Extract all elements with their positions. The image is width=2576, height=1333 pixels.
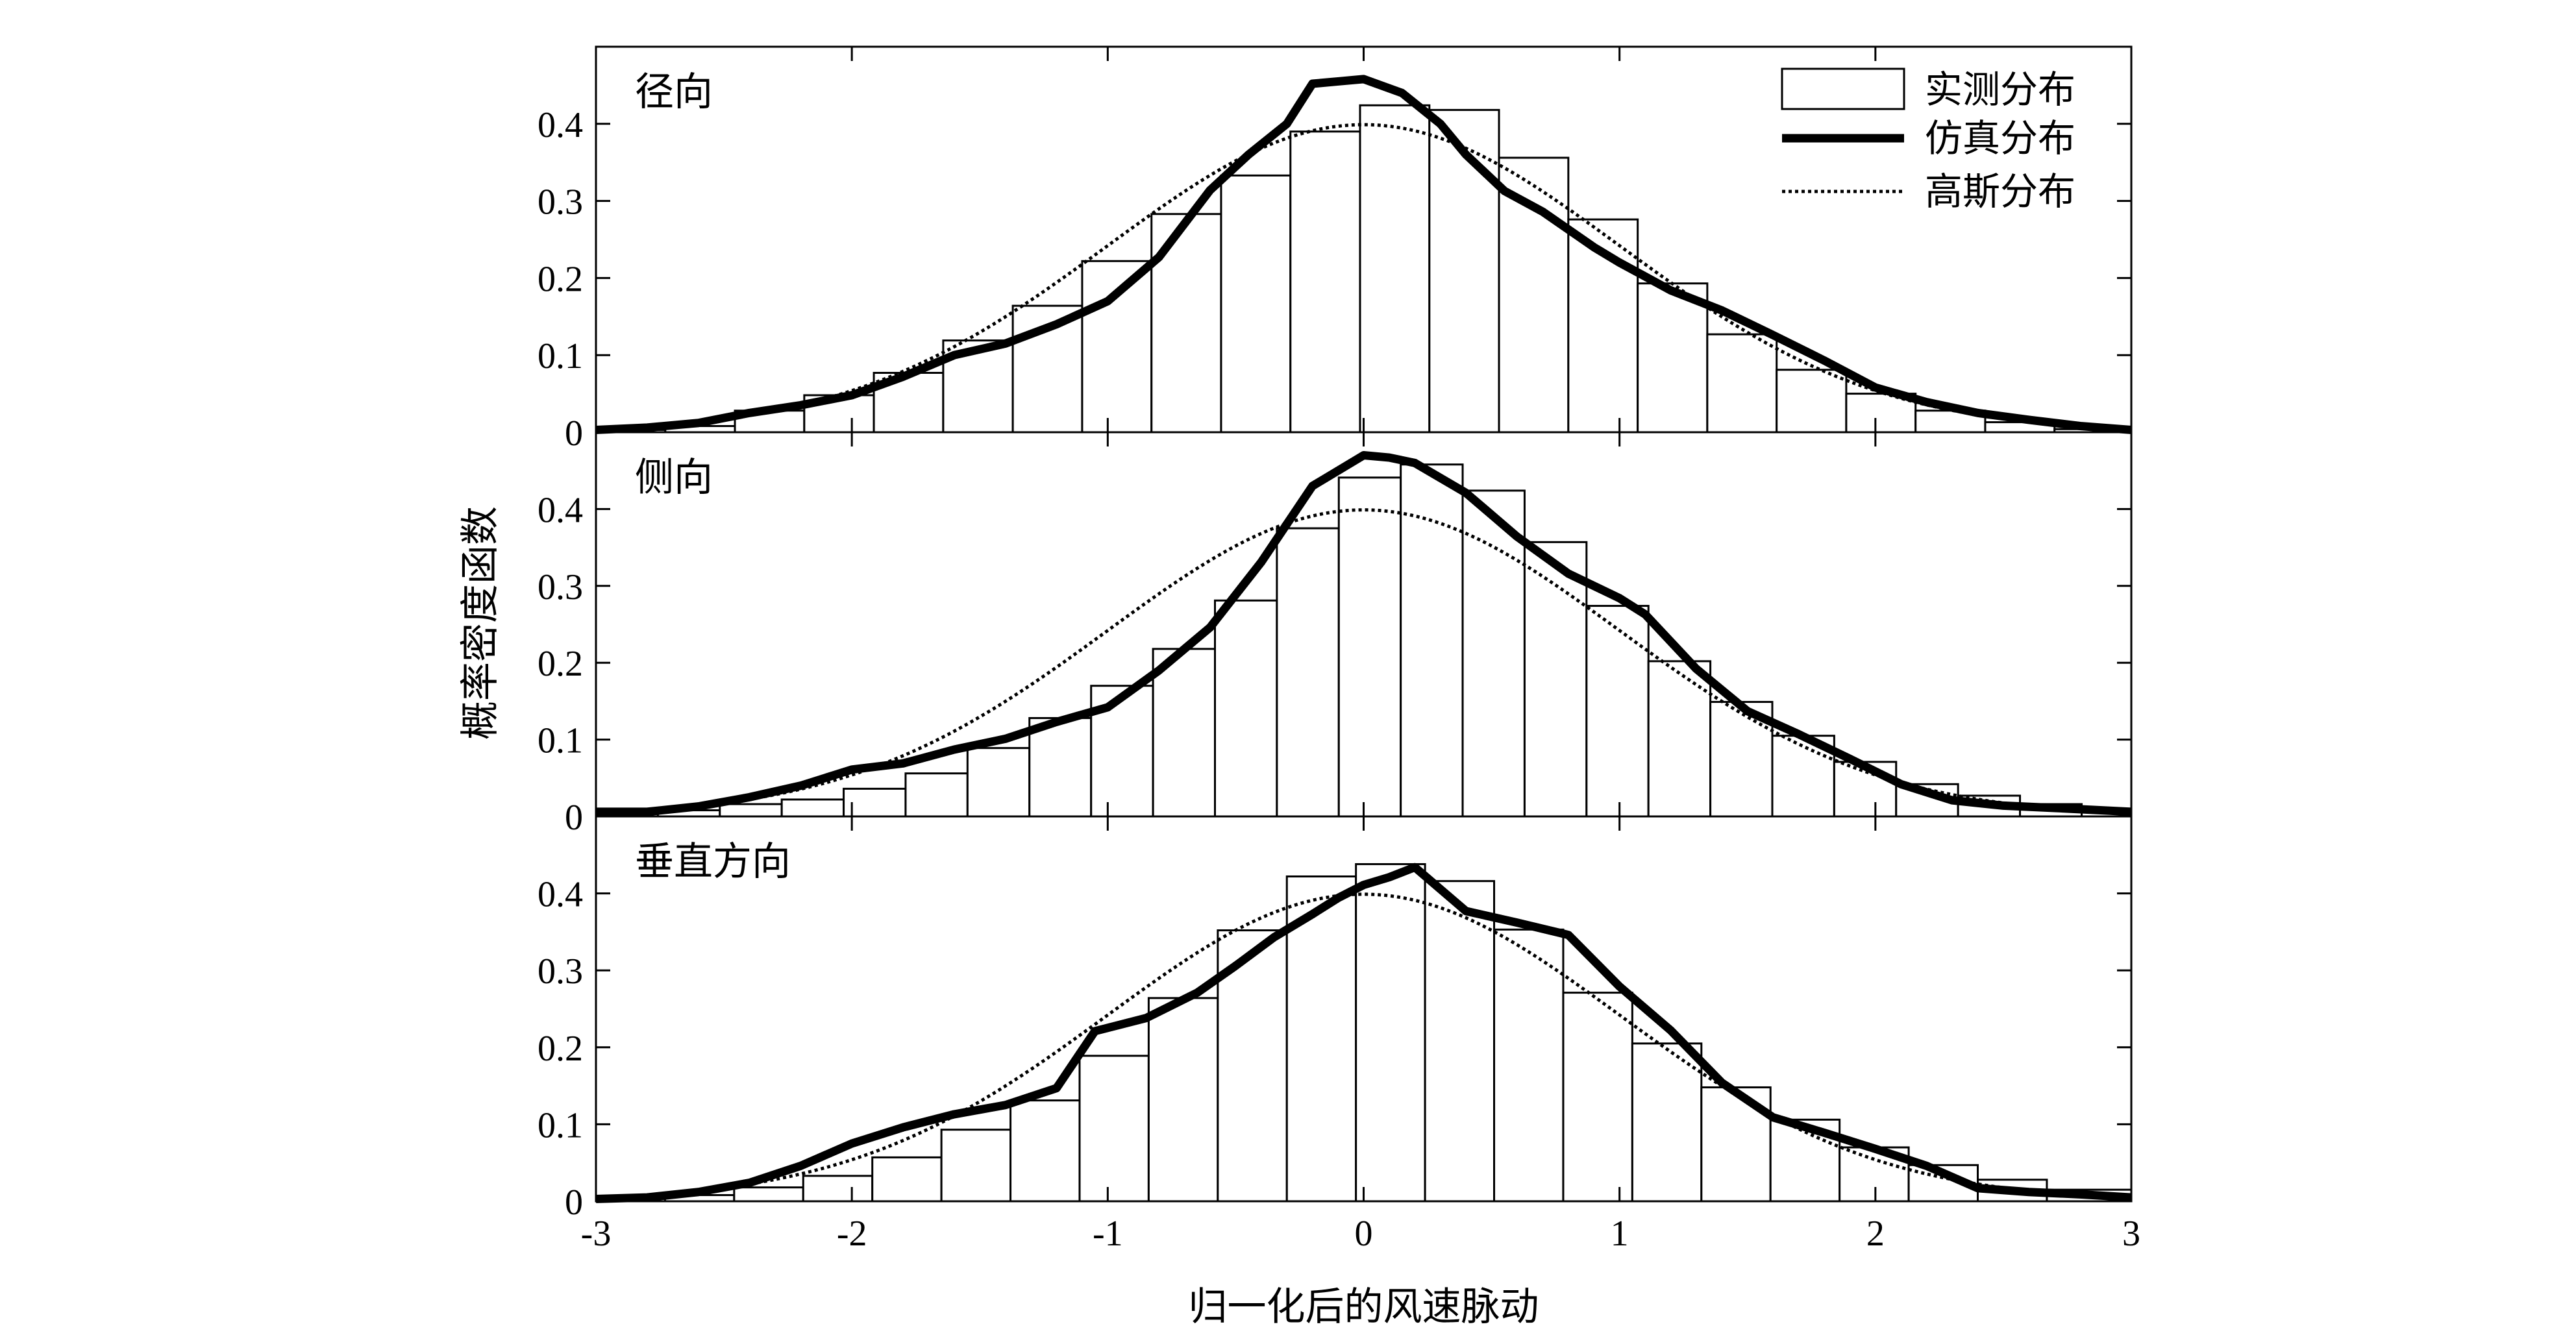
simulated-curve xyxy=(595,862,2132,1203)
measured-bar xyxy=(1498,156,1570,434)
measured-bars xyxy=(595,463,2133,818)
measured-bar xyxy=(1276,527,1340,818)
legend-entry: 仿真分布 xyxy=(1782,117,2075,160)
measured-bar xyxy=(966,747,1031,818)
axis-titles: 归一化后的风速脉动 概率密度函数 xyxy=(459,506,1539,1328)
measured-bar xyxy=(1585,605,1650,818)
measured-bar xyxy=(1147,997,1219,1203)
y-ticks: 0 0.1 0.2 0.3 0.4 xyxy=(538,875,2131,1223)
x-tick-label: -3 xyxy=(581,1214,612,1254)
legend-swatch-bar xyxy=(1781,67,1905,110)
y-tick-label: 0.4 xyxy=(538,105,583,145)
y-tick-label: 0 xyxy=(565,413,583,454)
measured-bar xyxy=(904,772,969,818)
simulated-curve xyxy=(595,75,2132,434)
x-tick-label: -2 xyxy=(837,1214,867,1254)
y-tick-label: 0.2 xyxy=(538,259,583,299)
x-ticks xyxy=(595,432,2133,816)
x-axis-title: 归一化后的风速脉动 xyxy=(1189,1286,1539,1328)
y-tick-label: 0.2 xyxy=(538,1029,583,1069)
measured-bar xyxy=(1359,104,1431,434)
measured-bar xyxy=(1706,333,1778,434)
panel-1: 0 0.1 0.2 0.3 0.4 径向 xyxy=(538,45,2133,454)
panel-3: 0 0.1 0.2 0.3 0.4 -3 -2 -1 0 1 2 3 垂直方向 xyxy=(538,815,2140,1254)
measured-bars xyxy=(595,104,2133,434)
measured-bar xyxy=(1337,476,1402,818)
y-tick-label: 0 xyxy=(565,798,583,838)
panel-title: 垂直方向 xyxy=(635,840,791,883)
x-ticks xyxy=(595,47,2133,432)
measured-bars xyxy=(595,863,2133,1203)
measured-bar xyxy=(1424,880,1496,1203)
y-axis-title: 概率密度函数 xyxy=(459,506,502,740)
y-tick-label: 0.3 xyxy=(538,951,583,992)
y-tick-label: 0.4 xyxy=(538,875,583,915)
x-tick-label: 3 xyxy=(2122,1214,2140,1254)
y-tick-label: 0.1 xyxy=(538,336,583,376)
x-tick-label: 2 xyxy=(1866,1214,1885,1254)
y-tick-label: 0 xyxy=(565,1182,583,1223)
measured-bar xyxy=(1289,130,1361,434)
measured-bar xyxy=(1285,875,1357,1203)
measured-bar xyxy=(719,803,783,818)
measured-bar xyxy=(1637,282,1709,434)
panel-title: 径向 xyxy=(635,71,713,114)
y-tick-label: 0.1 xyxy=(538,1105,583,1145)
measured-bar xyxy=(733,1186,804,1203)
legend-entry: 高斯分布 xyxy=(1782,171,2075,213)
y-ticks: 0 0.1 0.2 0.3 0.4 xyxy=(538,490,2131,838)
y-tick-label: 0.3 xyxy=(538,182,583,223)
legend-label: 实测分布 xyxy=(1925,69,2075,111)
measured-bar xyxy=(802,1175,874,1203)
measured-bar xyxy=(1631,1042,1703,1203)
simulated-curve xyxy=(596,451,2132,816)
measured-bar xyxy=(1220,174,1292,434)
y-ticks: 0 0.1 0.2 0.3 0.4 xyxy=(538,105,2131,454)
measured-bar xyxy=(1647,660,1712,818)
x-ticks: -3 -2 -1 0 1 2 3 xyxy=(581,816,2140,1254)
panel-title: 侧向 xyxy=(635,456,713,499)
y-tick-label: 0.1 xyxy=(538,721,583,761)
measured-bar xyxy=(871,1156,943,1203)
y-tick-label: 0.2 xyxy=(538,644,583,684)
measured-bar xyxy=(1562,992,1633,1203)
measured-bar xyxy=(940,1129,1012,1203)
measured-bar xyxy=(1028,716,1093,818)
measured-bar xyxy=(1152,648,1216,818)
legend-entry: 实测分布 xyxy=(1781,67,2075,111)
measured-bar xyxy=(1493,928,1565,1203)
measured-bar xyxy=(1355,863,1426,1203)
legend-label: 高斯分布 xyxy=(1925,171,2075,213)
measured-bar xyxy=(1428,108,1500,434)
panels-layer: 0 0.1 0.2 0.3 0.4 径向 0 0.1 0.2 0.3 0.4 侧向 0 0.1 0.2 0.3… xyxy=(538,45,2140,1254)
measured-bar xyxy=(1776,369,1848,434)
measured-bar xyxy=(1078,1055,1150,1203)
measured-bar xyxy=(1523,541,1588,818)
measured-bar xyxy=(1009,1099,1081,1203)
y-tick-label: 0.3 xyxy=(538,567,583,607)
legend-label: 仿真分布 xyxy=(1925,117,2075,160)
x-tick-label: 1 xyxy=(1611,1214,1629,1254)
y-tick-label: 0.4 xyxy=(538,490,583,530)
measured-bar xyxy=(843,787,907,818)
x-tick-label: 0 xyxy=(1355,1214,1373,1254)
measured-bar xyxy=(1213,599,1278,818)
panel-2: 0 0.1 0.2 0.3 0.4 侧向 xyxy=(538,431,2133,838)
measured-bar xyxy=(1400,463,1464,818)
x-tick-label: -1 xyxy=(1093,1214,1123,1254)
measured-bar xyxy=(1081,260,1153,434)
measured-bar xyxy=(780,798,845,818)
